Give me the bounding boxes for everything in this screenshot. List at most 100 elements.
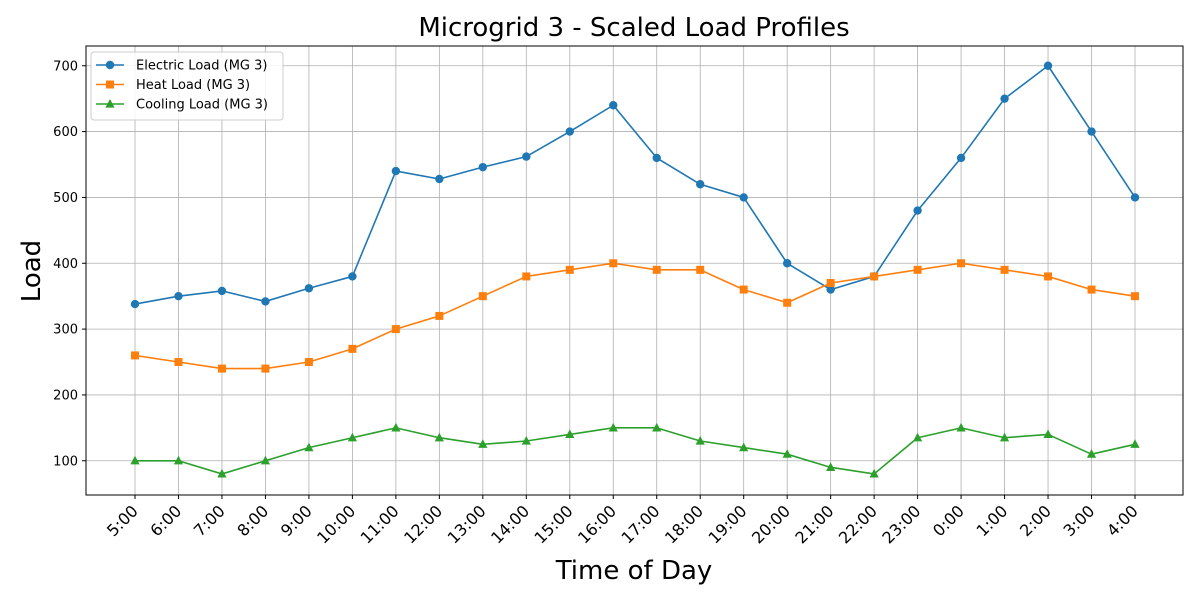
- data-point: [130, 455, 140, 465]
- data-point: [304, 284, 314, 293]
- x-tick-label: 17:00: [618, 501, 664, 547]
- data-point: [304, 358, 313, 367]
- data-point: [391, 166, 401, 176]
- data-point: [174, 291, 183, 301]
- data-point: [957, 259, 966, 268]
- y-tick-label: 400: [53, 257, 78, 272]
- data-point: [174, 358, 183, 367]
- data-point: [261, 297, 270, 306]
- legend-label: Cooling Load (MG 3): [136, 98, 268, 113]
- data-point: [782, 259, 792, 268]
- y-tick-label: 600: [53, 125, 78, 140]
- series-layer: [130, 61, 1140, 478]
- data-point: [348, 344, 357, 353]
- data-point: [1086, 449, 1097, 458]
- data-point: [522, 152, 531, 161]
- data-point: [565, 265, 574, 274]
- legend-box: [90, 51, 284, 121]
- data-point: [826, 462, 836, 471]
- data-point: [696, 180, 705, 189]
- data-point: [609, 101, 618, 110]
- data-point: [347, 432, 357, 442]
- x-tick-label: 21:00: [791, 501, 837, 547]
- legend-item: Electric Load (MG 3): [96, 59, 267, 74]
- data-point: [826, 285, 835, 294]
- data-point: [608, 422, 618, 432]
- data-point: [391, 325, 400, 334]
- legend-item: Cooling Load (MG 3): [96, 98, 268, 113]
- x-tick-label: 0:00: [929, 501, 968, 540]
- x-tick-label: 12:00: [400, 501, 446, 547]
- data-point: [739, 193, 748, 202]
- x-tick-label: 5:00: [103, 501, 142, 540]
- data-point: [913, 206, 922, 215]
- data-point: [130, 299, 140, 309]
- data-point: [435, 311, 444, 320]
- series-line: [134, 262, 1136, 370]
- plot-area: [85, 45, 1184, 496]
- x-tick-label: 7:00: [190, 501, 229, 540]
- data-point: [521, 436, 531, 445]
- x-tick-label: 23:00: [878, 501, 924, 547]
- data-point: [652, 265, 661, 274]
- data-point: [435, 174, 444, 184]
- data-point: [217, 364, 226, 373]
- data-point: [609, 259, 618, 268]
- data-point: [956, 422, 966, 432]
- x-tick-label: 16:00: [574, 501, 620, 547]
- legend-marker: [105, 60, 115, 70]
- y-axis-label: Load: [17, 240, 47, 302]
- y-tick-label: 700: [53, 59, 78, 74]
- data-point: [1043, 61, 1053, 70]
- data-point: [565, 429, 575, 439]
- legend-marker: [105, 99, 115, 108]
- data-point: [913, 432, 923, 442]
- data-point: [565, 127, 574, 136]
- data-point: [1130, 193, 1140, 202]
- x-tick-label: 14:00: [487, 501, 533, 547]
- x-tick-label: 15:00: [531, 501, 577, 547]
- data-point: [522, 272, 531, 281]
- legend-item: Heat Load (MG 3): [96, 78, 250, 93]
- legend-marker: [106, 80, 114, 89]
- x-tick-label: 2:00: [1016, 501, 1055, 540]
- x-axis-label: Time of Day: [555, 556, 713, 586]
- data-point: [434, 432, 444, 442]
- legend: Electric Load (MG 3) Heat Load (MG 3) Cool…: [90, 51, 284, 121]
- x-tick-label: 20:00: [748, 501, 794, 547]
- data-point: [478, 439, 488, 448]
- data-point: [695, 436, 705, 445]
- data-point: [391, 422, 401, 432]
- y-tick-label: 100: [53, 454, 78, 469]
- data-point: [131, 351, 139, 360]
- x-tick-label: 8:00: [233, 501, 272, 540]
- x-tick-label: 4:00: [1103, 501, 1142, 540]
- legend-label: Electric Load (MG 3): [136, 59, 267, 74]
- data-point: [1000, 265, 1009, 274]
- x-tick-label: 1:00: [973, 501, 1012, 540]
- data-point: [1087, 127, 1096, 136]
- series-line: [135, 427, 1136, 475]
- x-axis: 5:00 6:00 7:00 8:00 9:0010:0011:0012:0013:00…: [103, 495, 1142, 547]
- data-point: [1000, 94, 1009, 103]
- data-point: [696, 265, 705, 274]
- data-point: [261, 364, 270, 373]
- data-point: [348, 272, 357, 281]
- x-tick-label: 11:00: [357, 501, 403, 547]
- data-point: [913, 265, 922, 274]
- chart-title: Microgrid 3 - Scaled Load Profiles: [418, 13, 849, 43]
- y-tick-label: 500: [53, 191, 78, 206]
- data-point: [217, 286, 227, 296]
- x-tick-label: 19:00: [704, 501, 750, 547]
- data-point: [478, 292, 487, 301]
- data-point: [1131, 292, 1139, 301]
- data-point: [260, 455, 271, 465]
- x-tick-label: 6:00: [146, 501, 185, 540]
- data-point: [652, 153, 661, 163]
- y-tick-label: 200: [53, 388, 78, 403]
- data-point: [999, 432, 1010, 442]
- data-point: [783, 298, 792, 307]
- data-point: [826, 279, 835, 288]
